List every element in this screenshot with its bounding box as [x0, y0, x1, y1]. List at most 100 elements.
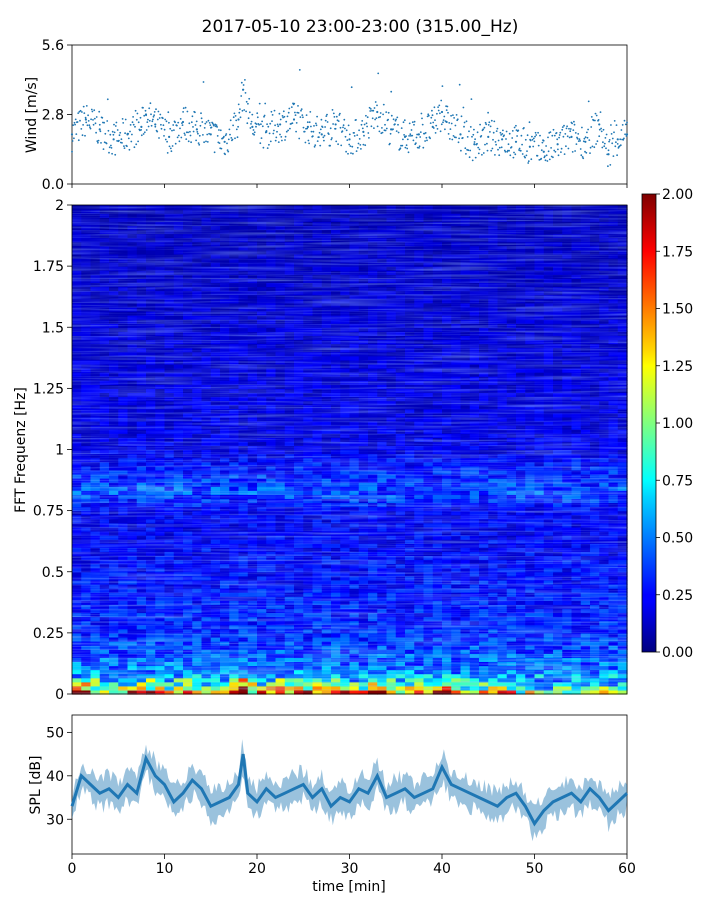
wind-point	[205, 140, 207, 143]
wind-point	[505, 130, 508, 133]
wind-point	[249, 127, 252, 129]
wind-point	[168, 145, 171, 148]
wind-point	[616, 143, 619, 145]
wind-point	[161, 117, 164, 120]
wind-point	[246, 122, 249, 125]
wind-point	[450, 122, 453, 125]
wind-point	[135, 143, 138, 146]
wind-point	[74, 123, 76, 126]
wind-point	[437, 106, 439, 108]
wind-point	[337, 143, 339, 146]
wind-point	[341, 130, 344, 133]
wind-point	[111, 130, 114, 133]
wind-point	[129, 130, 131, 133]
wind-point	[462, 106, 465, 109]
wind-point	[568, 136, 571, 139]
wind-point	[557, 154, 560, 157]
wind-point	[84, 116, 87, 119]
wind-point	[441, 85, 444, 87]
wind-point	[408, 135, 410, 137]
wind-point	[247, 102, 249, 105]
wind-point	[554, 150, 557, 153]
wind-point	[204, 122, 207, 125]
wind-point	[562, 135, 565, 138]
wind-point	[278, 112, 281, 115]
wind-point	[274, 139, 277, 142]
wind-point	[515, 124, 517, 127]
wind-point	[610, 124, 612, 126]
wind-point	[308, 121, 311, 124]
wind-point	[215, 124, 218, 126]
wind-point	[368, 137, 370, 139]
wind-point	[90, 108, 93, 111]
wind-point	[310, 125, 312, 128]
wind-point	[482, 152, 485, 154]
wind-point	[598, 128, 601, 131]
wind-point	[334, 127, 337, 130]
wind-point	[122, 122, 125, 124]
wind-point	[473, 141, 476, 143]
wind-point	[255, 123, 258, 125]
wind-y-tick-label: 0.0	[42, 177, 64, 193]
wind-data-point	[431, 125, 434, 129]
wind-point	[411, 134, 414, 137]
wind-point	[485, 123, 488, 126]
wind-point	[497, 139, 500, 142]
wind-point	[231, 138, 234, 141]
wind-data-point	[542, 150, 545, 153]
wind-point	[226, 149, 229, 152]
wind-point	[397, 123, 399, 126]
wind-point	[321, 126, 324, 128]
wind-point	[106, 98, 109, 101]
wind-y-ticks: 0.02.85.6	[42, 38, 72, 193]
wind-point	[454, 124, 457, 127]
wind-point	[497, 148, 499, 151]
wind-point	[272, 132, 275, 135]
wind-point	[271, 114, 274, 116]
wind-point	[85, 105, 88, 107]
wind-point	[284, 139, 286, 141]
wind-point	[167, 111, 170, 114]
wind-point	[545, 154, 548, 157]
wind-point	[571, 122, 573, 125]
wind-point	[515, 129, 518, 132]
wind-point	[79, 109, 82, 112]
wind-point	[400, 144, 402, 147]
wind-point	[108, 151, 110, 154]
wind-point	[271, 120, 273, 122]
wind-point	[284, 135, 287, 138]
wind-point	[239, 116, 242, 119]
wind-point	[356, 134, 359, 137]
wind-point	[616, 154, 618, 157]
wind-point	[112, 133, 115, 136]
wind-point	[545, 145, 547, 147]
wind-point	[407, 151, 410, 154]
wind-point	[170, 150, 173, 153]
wind-point	[549, 131, 552, 134]
wind-point	[537, 131, 539, 134]
wind-point	[602, 128, 605, 131]
wind-point	[266, 147, 269, 150]
wind-point	[345, 150, 347, 153]
wind-point	[319, 144, 322, 147]
wind-point	[276, 130, 278, 133]
wind-point	[366, 125, 368, 128]
wind-point	[521, 143, 523, 146]
wind-point	[514, 153, 517, 156]
wind-point	[304, 141, 307, 144]
wind-point	[349, 145, 352, 148]
wind-point	[516, 135, 518, 137]
wind-point	[120, 138, 123, 141]
wind-point	[301, 114, 304, 116]
wind-point	[498, 146, 501, 149]
wind-point	[226, 142, 228, 145]
wind-point	[307, 139, 310, 142]
wind-point	[355, 150, 358, 153]
wind-point	[614, 145, 617, 148]
wind-point	[335, 115, 338, 118]
wind-point	[524, 156, 526, 159]
wind-data-point	[70, 133, 74, 136]
wind-point	[596, 140, 599, 143]
wind-point	[158, 137, 160, 139]
wind-point	[477, 152, 480, 155]
